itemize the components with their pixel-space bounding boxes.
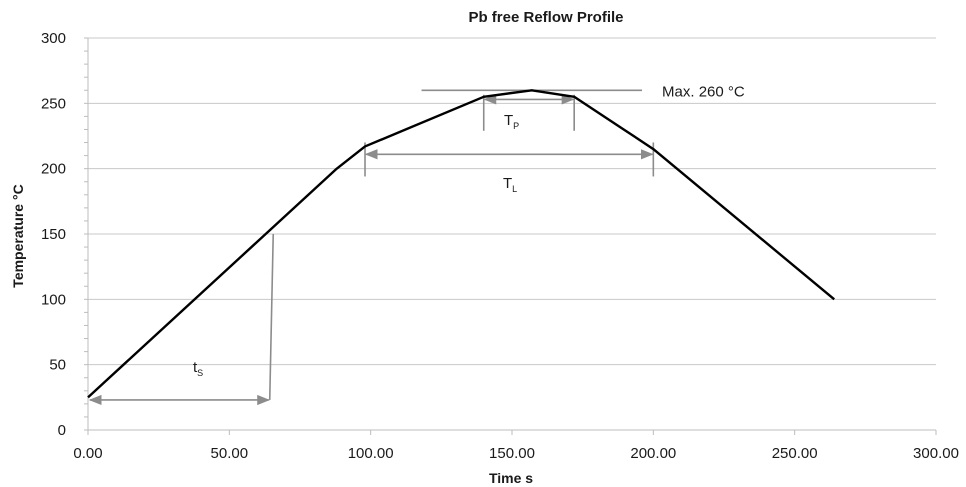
tl-label: TL: [503, 175, 517, 194]
x-axis-label: Time s: [489, 470, 533, 486]
y-tick-label: 250: [41, 95, 66, 112]
gridlines: [88, 38, 936, 430]
chart-title: Pb free Reflow Profile: [468, 9, 623, 26]
ts-label: tS: [193, 359, 203, 378]
y-tick-label: 300: [41, 30, 66, 47]
y-tick-label: 0: [58, 422, 66, 439]
x-tick-label: 250.00: [772, 445, 818, 462]
series-layer: [88, 90, 834, 397]
axes: [84, 38, 936, 435]
y-tick-labels: 0 50 100 150 200 250 300: [41, 30, 66, 439]
reflow-profile-line: [88, 90, 834, 397]
y-tick-label: 200: [41, 161, 66, 178]
y-axis-label: Temperature °C: [10, 184, 26, 287]
max-temperature-label: Max. 260 °C: [662, 83, 745, 100]
y-tick-label: 50: [49, 357, 66, 374]
tp-label-sub: P: [513, 121, 519, 131]
y-tick-label: 100: [41, 291, 66, 308]
ts-vertical-line: [270, 234, 274, 400]
tp-label-main: T: [504, 112, 513, 129]
x-tick-label: 100.00: [348, 445, 394, 462]
ts-label-sub: S: [197, 368, 203, 378]
tp-label: TP: [504, 112, 519, 131]
x-tick-label: 200.00: [630, 445, 676, 462]
x-tick-labels: 0.00 50.00 100.00 150.00 200.00 250.00 300.00: [73, 445, 959, 462]
x-tick-label: 0.00: [73, 445, 102, 462]
tl-label-sub: L: [512, 184, 517, 194]
tl-label-main: T: [503, 175, 512, 192]
x-tick-label: 150.00: [489, 445, 535, 462]
x-tick-label: 300.00: [913, 445, 959, 462]
y-tick-label: 150: [41, 226, 66, 243]
x-tick-label: 50.00: [211, 445, 249, 462]
